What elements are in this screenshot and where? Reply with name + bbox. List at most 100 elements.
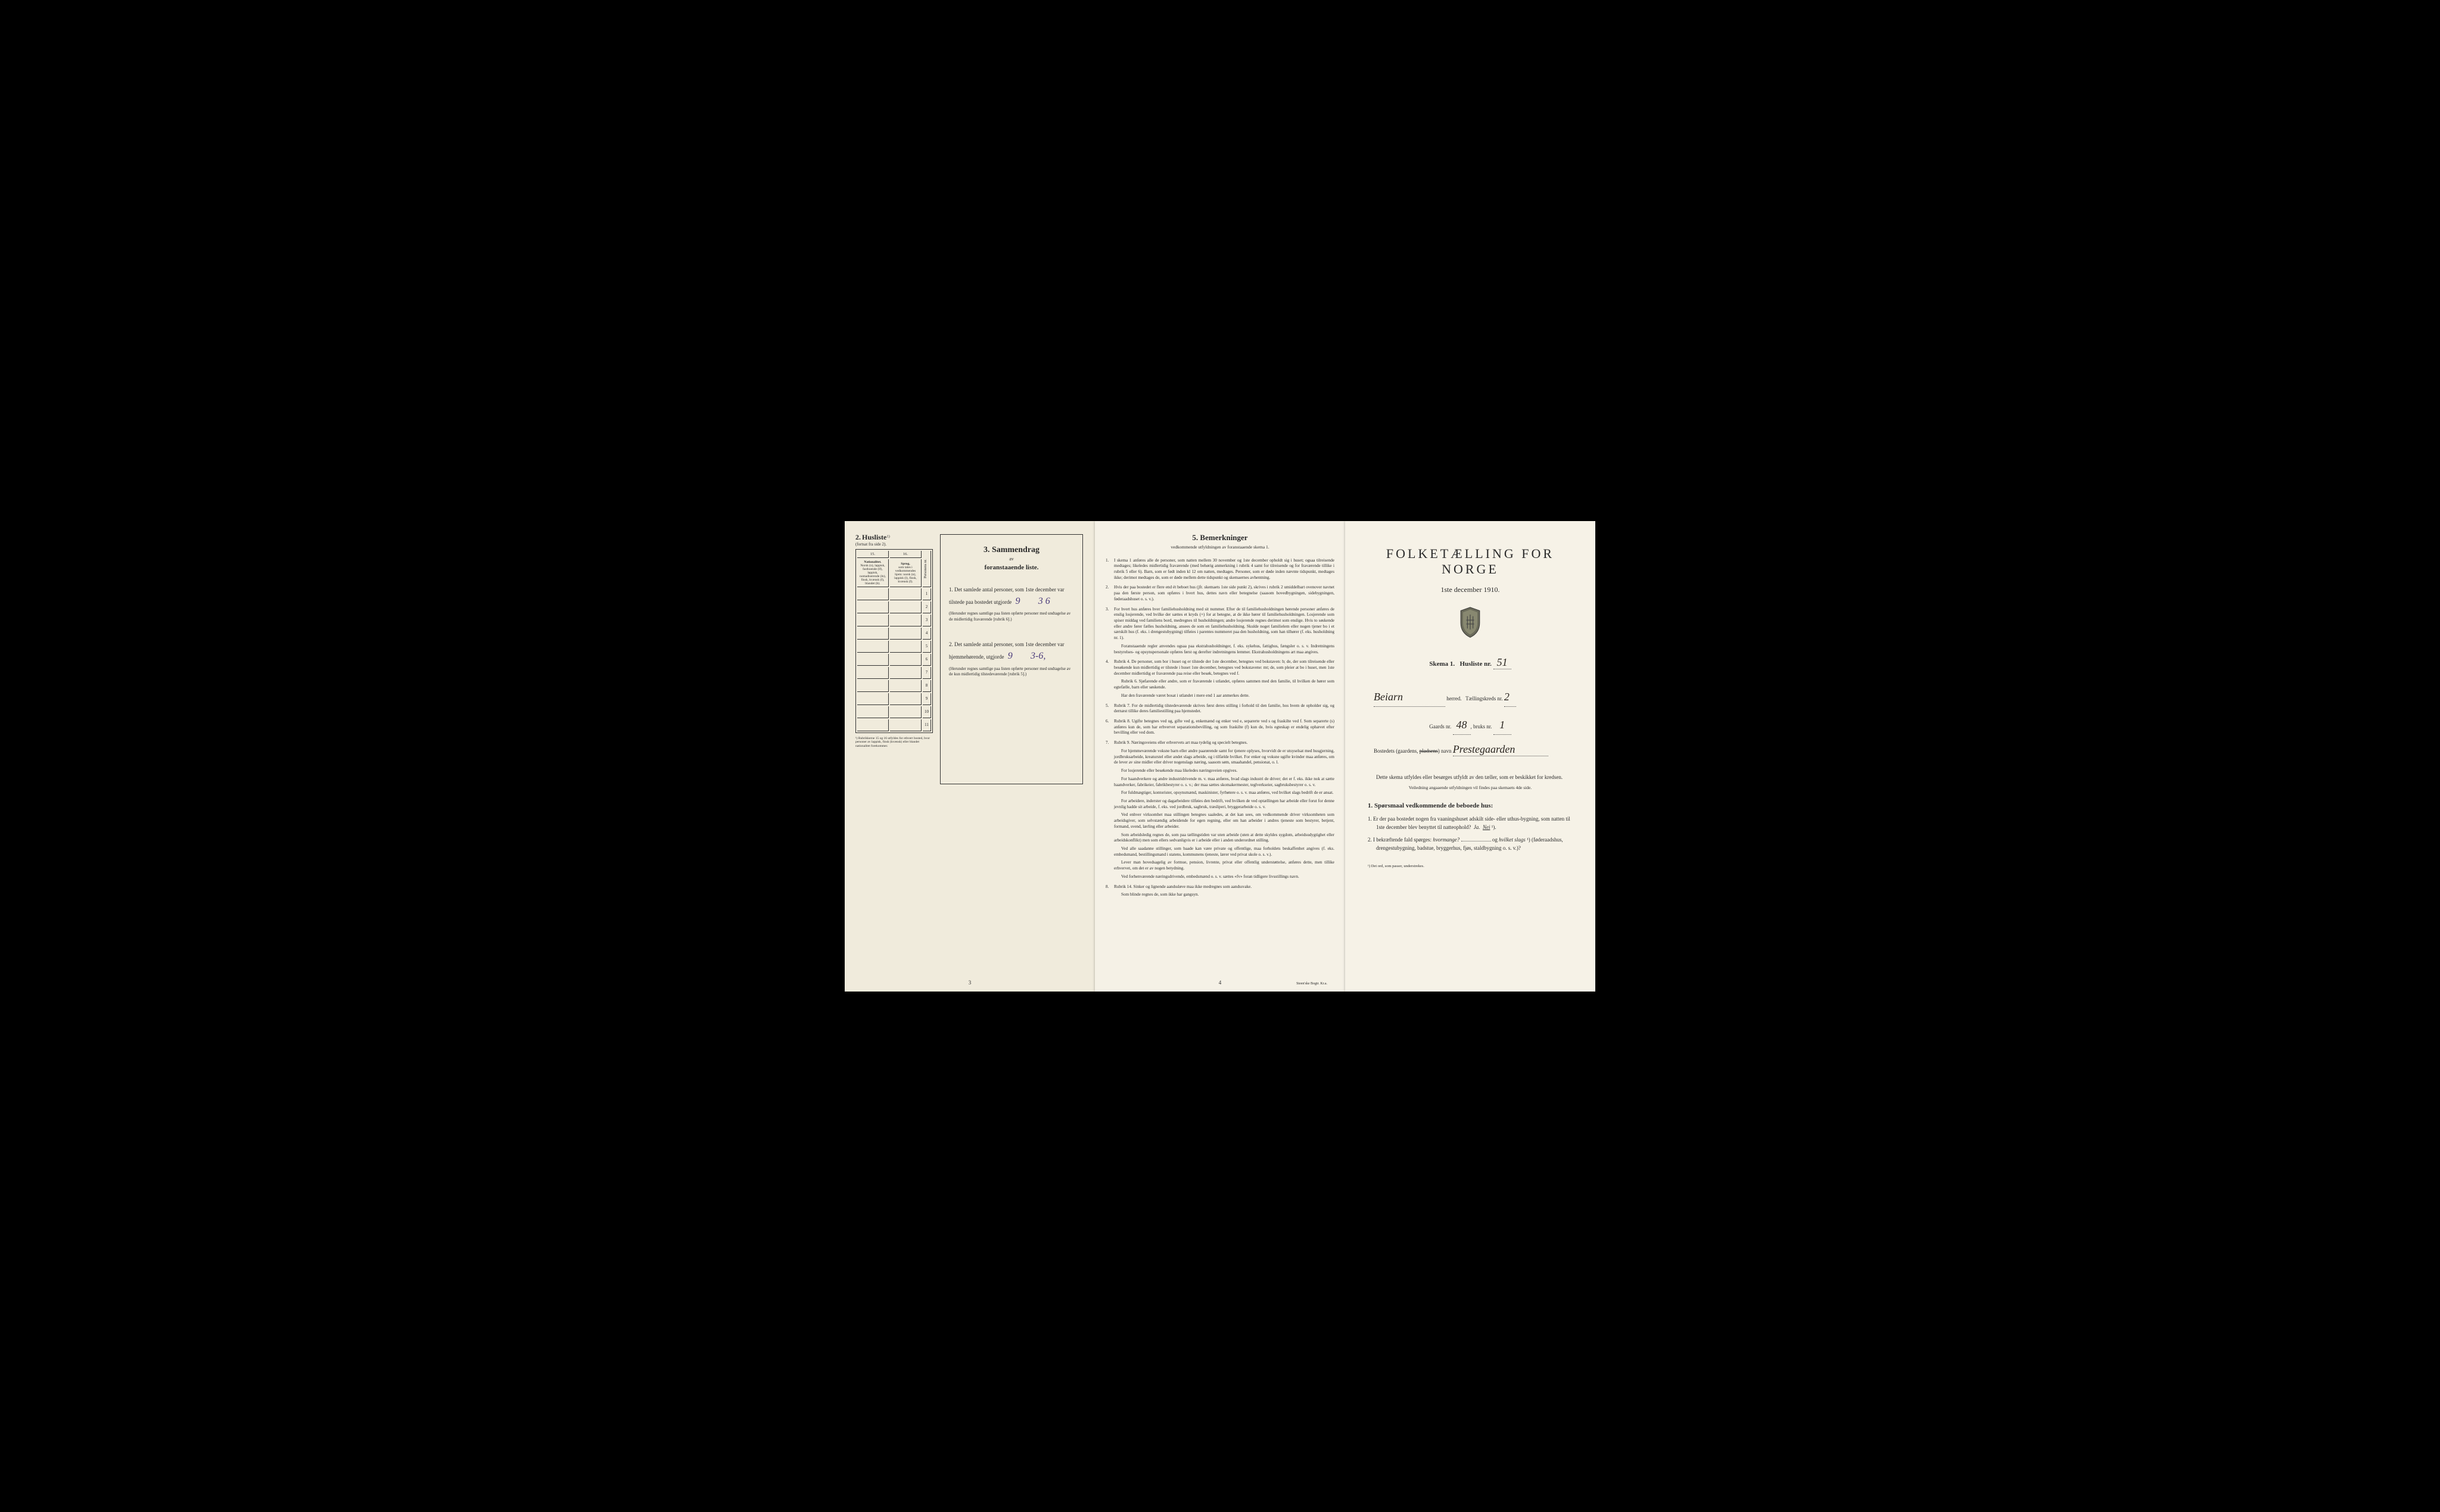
bemerk-para: Ved enhver virksomhet maa stillingen bet…	[1114, 812, 1334, 830]
row-num: 10	[923, 706, 931, 718]
herred-line: Beiarn herred. Tællingskreds nr. 2	[1374, 687, 1567, 707]
husliste-footnote: ¹) Rubrikkerne 15 og 16 utfyldes for eth…	[855, 737, 933, 749]
main-title: FOLKETÆLLING FOR NORGE	[1356, 546, 1585, 577]
bemerk-para: Foranstaaende regler anvendes ogsaa paa …	[1114, 644, 1334, 655]
q2-hvormange: hvormange?	[1433, 837, 1459, 843]
col-16-num: 16.	[890, 551, 922, 558]
q1-ja: Ja.	[1474, 824, 1480, 830]
bemerk-para: Har den fraværende været bosat i utlande…	[1114, 693, 1334, 699]
bemerk-item-num: 8.	[1106, 884, 1114, 898]
item2-note: (Herunder regnes samtlige paa listen opf…	[949, 666, 1074, 677]
bemerk-item-text: I skema 1 anføres alle de personer, som …	[1114, 558, 1334, 581]
item2-label: 2.	[949, 641, 953, 647]
item2-value: 9	[1006, 651, 1015, 661]
bosted-label: Bostedets (gaardens,	[1374, 748, 1418, 754]
page-num-3: 3	[969, 980, 972, 986]
sporsmaal-title: 1. Spørsmaal vedkommende de beboede hus:	[1368, 802, 1573, 809]
question-1: 1. Er der paa bostedet nogen fra vaaning…	[1376, 815, 1573, 831]
coat-of-arms-icon	[1356, 606, 1585, 641]
instruction-sub: Veiledning angaaende utfyldningen vil fi…	[1356, 785, 1585, 790]
item1-correction: 3 6	[1036, 596, 1053, 606]
bemerk-item: 2.Hvis der paa bostedet er flere end ét …	[1106, 585, 1334, 602]
bemerk-para: For arbeidere, inderster og dagarbeidere…	[1114, 799, 1334, 810]
row-num: 6	[923, 654, 931, 666]
col-15-num: 15.	[857, 551, 889, 558]
bemerk-item: 7.Rubrik 9. Næringsveiens eller erhverve…	[1106, 740, 1334, 880]
husliste-continued: (fortsat fra side 2).	[855, 542, 890, 547]
sammendrag-title: Sammendrag	[992, 545, 1040, 554]
cover-footnote: ¹) Det ord, som passer, understrekes.	[1368, 864, 1573, 868]
census-date: 1ste december 1910.	[1356, 585, 1585, 594]
bemerk-item-num: 2.	[1106, 585, 1114, 602]
gaards-label: Gaards nr.	[1429, 724, 1451, 729]
sammendrag-sub2: foranstaaende liste.	[949, 564, 1074, 571]
bemerk-item-text: Rubrik 7. For de midlertidig tilstedevær…	[1114, 703, 1334, 715]
row-num: 11	[923, 719, 931, 731]
husliste-super: 1)	[886, 534, 890, 538]
bosted-line: Bostedets (gaardens, pladsens) navn Pres…	[1374, 743, 1567, 756]
sammendrag-sub: av	[949, 556, 1074, 562]
sporsmaal-text: Spørsmaal vedkommende de beboede hus:	[1374, 802, 1493, 809]
sprog-detail: som tales i vedkommendes hjem: norsk (n)…	[894, 566, 917, 584]
q2-note: ¹)	[1527, 837, 1530, 843]
row-num: 1	[923, 588, 931, 600]
bemerk-item-text: Rubrik 4. De personer, som bor i huset o…	[1114, 659, 1334, 699]
q2-num: 2.	[1368, 837, 1372, 843]
q2-og: og	[1492, 837, 1498, 843]
gaards-value: 48	[1453, 715, 1471, 735]
item2-correction: 3-6,	[1028, 651, 1048, 661]
bemerk-para: Ved alle saadanne stillinger, som baade …	[1114, 846, 1334, 858]
bemerk-item-num: 4.	[1106, 659, 1114, 699]
item1-note: (Herunder regnes samtlige paa listen opf…	[949, 611, 1074, 622]
bemerk-subtitle: vedkommende utfyldningen av foranstaaend…	[1106, 544, 1334, 550]
bemerk-item-num: 1.	[1106, 558, 1114, 581]
bemerk-title: Bemerkninger	[1200, 533, 1247, 542]
q1-note: ¹).	[1492, 824, 1496, 830]
tellingskreds-value: 2	[1504, 687, 1516, 707]
page-num-4: 4	[1219, 980, 1222, 986]
row-num: 5	[923, 641, 931, 653]
bruks-value: 1	[1493, 715, 1511, 735]
bemerk-list: 1.I skema 1 anføres alle de personer, so…	[1106, 558, 1334, 899]
row-num: 4	[923, 628, 931, 640]
bemerk-para: For fuldmægtiger, kontorister, opsynsmæn…	[1114, 790, 1334, 796]
bemerk-item-text: Rubrik 14. Sinker og lignende aandssløve…	[1114, 884, 1334, 898]
tellingskreds-label: Tællingskreds nr.	[1465, 696, 1503, 702]
gaards-line: Gaards nr. 48, bruks nr. 1	[1374, 715, 1567, 735]
row-num: 3	[923, 615, 931, 626]
sammendrag-num: 3.	[984, 545, 990, 554]
bemerk-item: 4.Rubrik 4. De personer, som bor i huset…	[1106, 659, 1334, 699]
bemerk-para: Som arbeidsledig regnes de, som paa tæll…	[1114, 833, 1334, 844]
bemerk-item: 5.Rubrik 7. For de midlertidig tilstedev…	[1106, 703, 1334, 715]
q1-text: Er der paa bostedet nogen fra vaaningshu…	[1373, 816, 1570, 830]
husliste-nr-value: 51	[1493, 656, 1511, 669]
bemerk-item-text: Rubrik 9. Næringsveiens eller erhvervets…	[1114, 740, 1334, 880]
bemerk-item-text: Rubrik 8. Ugifte betegnes ved ug, gifte …	[1114, 719, 1334, 736]
bemerk-item-text: For hvert hus anføres hver familiehushol…	[1114, 607, 1334, 656]
sammendrag-box: 3. Sammendrag av foranstaaende liste. 1.…	[940, 534, 1083, 784]
instruction: Dette skema utfyldes eller besørges utfy…	[1368, 774, 1573, 780]
bemerk-para: Lever man hovedsagelig av formue, pensio…	[1114, 860, 1334, 871]
row-num: 8	[923, 680, 931, 692]
bemerk-item-num: 5.	[1106, 703, 1114, 715]
nat-detail: Norsk (n), lappisk, fastboende (lf), lap…	[860, 564, 886, 585]
q1-nei: Nei	[1483, 824, 1490, 830]
bemerk-item-num: 6.	[1106, 719, 1114, 736]
bemerk-para: For losjerende eller besøkende maa likel…	[1114, 768, 1334, 774]
bosted-label2: ) navn	[1438, 748, 1452, 754]
bemerk-item-num: 7.	[1106, 740, 1114, 880]
page-right-cover: FOLKETÆLLING FOR NORGE 1ste december 191…	[1345, 521, 1595, 992]
sporsmaal-num: 1.	[1368, 802, 1372, 809]
question-2: 2. I bekræftende fald spørges: hvormange…	[1376, 836, 1573, 852]
bemerk-num: 5.	[1192, 533, 1198, 542]
item1-label: 1.	[949, 587, 953, 593]
person-nr-header: Personens nr.	[924, 559, 928, 578]
document-scan: 2. Husliste1) (fortsat fra side 2). 15. …	[827, 503, 1613, 1009]
bemerk-item: 8.Rubrik 14. Sinker og lignende aandsslø…	[1106, 884, 1334, 898]
husliste-title: Husliste	[862, 533, 886, 541]
q2-hvilket: hvilket slags	[1499, 837, 1526, 843]
herred-value: Beiarn	[1374, 687, 1445, 707]
husliste-section-num: 2.	[855, 533, 861, 541]
page-left: 2. Husliste1) (fortsat fra side 2). 15. …	[845, 521, 1095, 992]
husliste-table: 15. 16. Personens nr. Nationalitet.Norsk…	[855, 549, 933, 733]
